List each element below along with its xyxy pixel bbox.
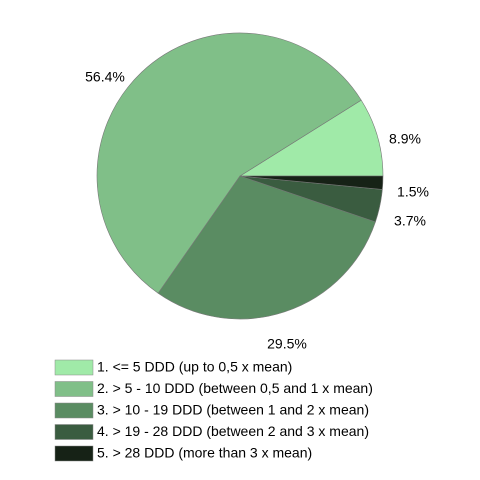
- value-label: 1.5%: [397, 184, 429, 200]
- legend-swatch: [54, 445, 94, 462]
- pie-slice: [96, 32, 362, 294]
- value-label: 3.7%: [394, 213, 426, 229]
- legend-swatch: [54, 402, 94, 419]
- value-label: 29.5%: [267, 336, 307, 352]
- legend-swatch: [54, 359, 94, 376]
- pie-slice: [238, 99, 384, 177]
- legend-label: 1. <= 5 DDD (up to 0,5 x mean): [97, 359, 292, 375]
- legend-swatch: [54, 381, 94, 397]
- value-label: 56.4%: [85, 69, 125, 85]
- legend-label: 4. > 19 - 28 DDD (between 2 and 3 x mean…: [97, 423, 369, 439]
- legend-label: 5. > 28 DDD (more than 3 x mean): [97, 445, 312, 461]
- value-label: 8.9%: [389, 131, 421, 147]
- legend-swatch: [54, 424, 94, 440]
- legend-label: 3. > 10 - 19 DDD (between 1 and 2 x mean…: [97, 402, 369, 418]
- legend-label: 2. > 5 - 10 DDD (between 0,5 and 1 x mea…: [97, 380, 373, 396]
- pie-slice: [239, 175, 384, 190]
- pie-slice: [157, 175, 376, 320]
